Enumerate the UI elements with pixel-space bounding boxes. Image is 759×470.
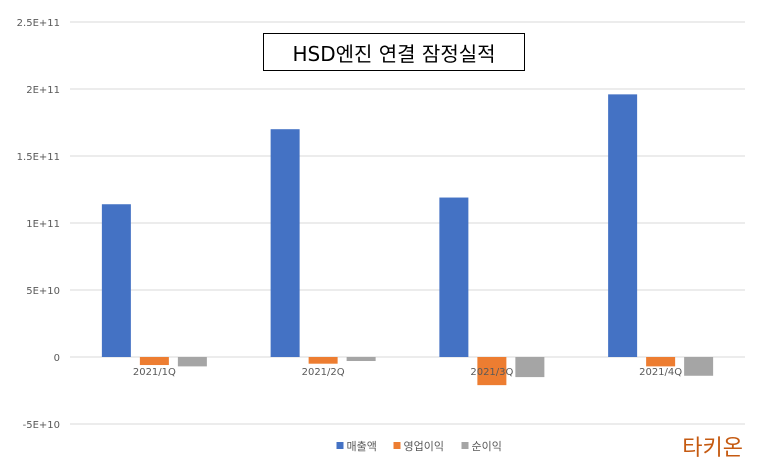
legend-swatch xyxy=(336,442,344,449)
y-tick-label: 2E+11 xyxy=(26,85,60,96)
bar-1 xyxy=(101,204,131,357)
y-tick-label: 0 xyxy=(54,353,60,364)
bar-2 xyxy=(646,357,676,367)
y-tick-label: 1E+11 xyxy=(26,219,60,230)
legend-label: 순이익 xyxy=(472,440,502,453)
y-tick-label: 5E+10 xyxy=(26,286,60,297)
y-tick-label: -5E+10 xyxy=(23,420,60,431)
bars xyxy=(101,94,714,386)
bar-2 xyxy=(308,357,338,364)
x-axis-categories: 2021/1Q 2021/2Q 2021/3Q 2021/4Q xyxy=(133,367,682,378)
x-category-label: 2021/2Q xyxy=(302,367,345,378)
x-category-label: 2021/3Q xyxy=(470,367,513,378)
bar-3 xyxy=(177,357,207,367)
legend: 매출액 영업이익 순이익 xyxy=(336,440,502,453)
legend-swatch xyxy=(461,442,469,449)
legend-label: 영업이익 xyxy=(404,440,444,453)
legend-label: 매출액 xyxy=(347,440,377,453)
bar-2 xyxy=(139,357,169,366)
bar-3 xyxy=(684,357,714,376)
bar-1 xyxy=(270,129,300,357)
chart-title: HSD엔진 연결 잠정실적 xyxy=(263,33,525,71)
legend-swatch xyxy=(393,442,401,449)
bar-1 xyxy=(439,197,469,357)
y-tick-label: 1.5E+11 xyxy=(17,152,60,163)
bar-2 xyxy=(477,357,507,386)
bar-3 xyxy=(515,357,545,378)
x-category-label: 2021/4Q xyxy=(639,367,682,378)
x-category-label: 2021/1Q xyxy=(133,367,176,378)
gridlines xyxy=(70,21,745,425)
y-tick-label: 2.5E+11 xyxy=(17,18,60,29)
bar-3 xyxy=(346,357,376,362)
y-axis-ticks: -5E+10 0 5E+10 1E+11 1.5E+11 2E+11 2.5E+11 xyxy=(17,18,60,431)
watermark-text: 타키온 xyxy=(682,436,743,461)
bar-1 xyxy=(608,94,638,358)
